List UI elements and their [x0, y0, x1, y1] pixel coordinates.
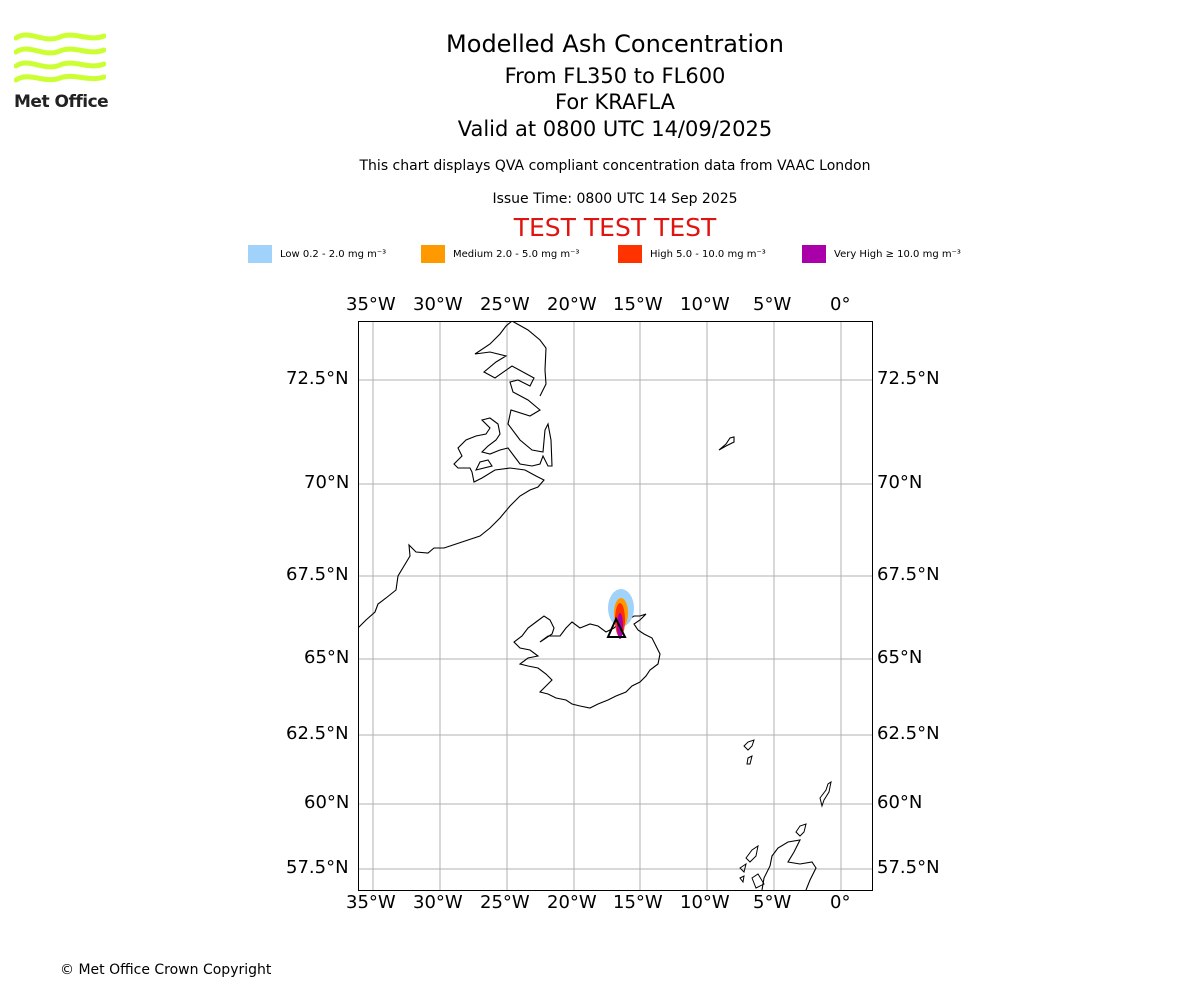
legend-item-medium: Medium 2.0 - 5.0 mg m⁻³	[421, 244, 579, 264]
shetland-coastline	[819, 780, 832, 808]
chart-title: Modelled Ash Concentration	[446, 30, 784, 58]
legend-label-very-high: Very High ≥ 10.0 mg m⁻³	[834, 248, 961, 260]
lat-tick-right-67-5n: 67.5°N	[877, 564, 940, 585]
faroe-islands-coastline	[743, 739, 755, 765]
lon-tick-bottom-0: 0°	[830, 892, 851, 913]
copyright-notice: © Met Office Crown Copyright	[60, 962, 272, 978]
valid-time: Valid at 0800 UTC 14/09/2025	[457, 117, 773, 141]
lon-tick-top-10w: 10°W	[680, 294, 730, 315]
lon-tick-top-35w: 35°W	[346, 294, 396, 315]
lat-tick-left-70n: 70°N	[304, 472, 350, 493]
legend-item-very-high: Very High ≥ 10.0 mg m⁻³	[802, 244, 961, 264]
lon-tick-bottom-20w: 20°W	[547, 892, 597, 913]
lat-tick-right-57-5n: 57.5°N	[877, 857, 940, 878]
lat-tick-left-72-5n: 72.5°N	[286, 368, 349, 389]
lat-tick-left-60n: 60°N	[304, 792, 350, 813]
flight-level-range: From FL350 to FL600	[504, 64, 726, 88]
lon-tick-top-25w: 25°W	[480, 294, 530, 315]
lon-tick-bottom-10w: 10°W	[680, 892, 730, 913]
hebrides-coastline	[739, 844, 765, 889]
met-office-logo: Met Office	[13, 30, 109, 112]
jan-mayen-coastline	[718, 436, 735, 451]
lat-tick-right-62-5n: 62.5°N	[877, 723, 940, 744]
lat-tick-right-65n: 65°N	[877, 647, 923, 668]
logo-text: Met Office	[14, 92, 109, 112]
legend-swatch-very-high	[802, 245, 826, 263]
orkney-coastline	[795, 823, 807, 837]
lat-tick-left-67-5n: 67.5°N	[286, 564, 349, 585]
lat-tick-left-62-5n: 62.5°N	[286, 723, 349, 744]
lon-tick-top-15w: 15°W	[613, 294, 663, 315]
legend-item-high: High 5.0 - 10.0 mg m⁻³	[618, 244, 766, 264]
scotland-coastline	[761, 839, 817, 891]
chart-description: This chart displays QVA compliant concen…	[359, 158, 871, 174]
test-banner: TEST TEST TEST	[513, 213, 717, 242]
lon-tick-top-20w: 20°W	[547, 294, 597, 315]
lon-tick-bottom-5w: 5°W	[753, 892, 792, 913]
map-gridlines	[358, 321, 873, 890]
legend-label-low: Low 0.2 - 2.0 mg m⁻³	[280, 248, 387, 260]
lat-tick-left-57-5n: 57.5°N	[286, 857, 349, 878]
lat-tick-right-70n: 70°N	[877, 472, 923, 493]
volcano-triangle-icon	[606, 616, 627, 638]
greenland-coastline	[358, 321, 553, 629]
lon-tick-top-0: 0°	[830, 294, 851, 315]
map-frame	[358, 321, 873, 891]
volcano-name: For KRAFLA	[555, 90, 675, 114]
legend-label-high: High 5.0 - 10.0 mg m⁻³	[650, 248, 766, 260]
lon-tick-bottom-30w: 30°W	[413, 892, 463, 913]
lat-tick-left-65n: 65°N	[304, 647, 350, 668]
legend-swatch-medium	[421, 245, 445, 263]
legend-label-medium: Medium 2.0 - 5.0 mg m⁻³	[453, 248, 580, 260]
legend-swatch-high	[618, 245, 642, 263]
lat-tick-right-72-5n: 72.5°N	[877, 368, 940, 389]
issue-time: Issue Time: 0800 UTC 14 Sep 2025	[492, 191, 738, 207]
lat-tick-right-60n: 60°N	[877, 792, 923, 813]
lon-tick-top-30w: 30°W	[413, 294, 463, 315]
legend-swatch-low	[248, 245, 272, 263]
lon-tick-bottom-15w: 15°W	[613, 892, 663, 913]
ash-concentration-map	[358, 321, 873, 891]
lon-tick-top-5w: 5°W	[753, 294, 792, 315]
ash-plume	[608, 589, 634, 639]
legend-item-low: Low 0.2 - 2.0 mg m⁻³	[248, 244, 386, 264]
lon-tick-bottom-35w: 35°W	[346, 892, 396, 913]
lon-tick-bottom-25w: 25°W	[480, 892, 530, 913]
